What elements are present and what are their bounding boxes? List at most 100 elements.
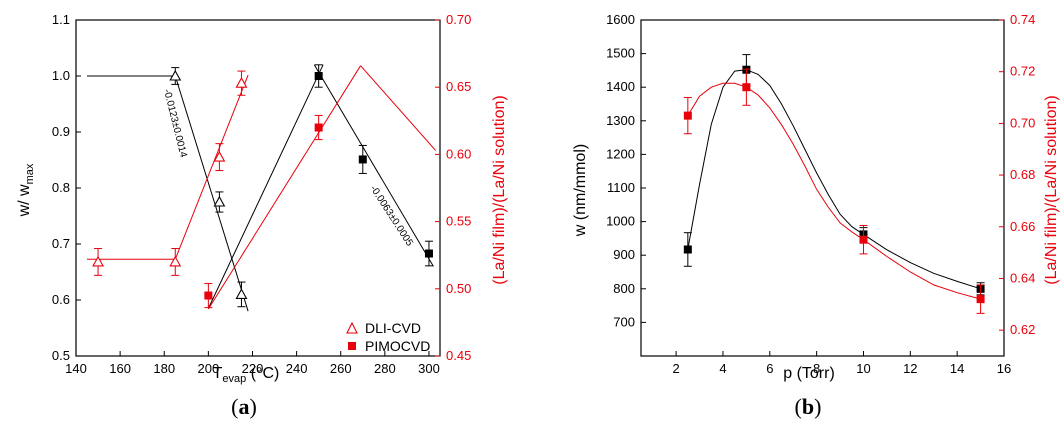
y-axis-ticks: 700 800 900 1000 1100 1200 1300 1400 1500 1600 [606,12,646,329]
fit-line [360,65,436,151]
plot-frame [640,19,1005,357]
y2-axis-ticks: 0.62 0.64 0.66 0.68 0.70 0.72 0.74 [999,12,1035,337]
x-tick-label: 300 [418,361,440,376]
fit-line [207,64,324,309]
y-tick-label: 1100 [607,180,635,195]
data-point [683,111,692,120]
legend-label-dli-cvd: DLI-CVD [365,320,421,336]
y-axis-label: w (nm/mmol) [572,144,589,237]
fit-line [207,65,362,310]
y-tick-label: 0.8 [52,180,70,195]
x-tick-label: 14 [950,361,964,376]
x-axis-ticks: 2 4 6 8 10 12 14 16 [673,351,1011,376]
x-axis-label: Tevap (°C) [213,365,280,385]
y-tick-label: 1500 [606,46,635,61]
y-tick-label: 1000 [606,214,635,229]
data-point [976,295,985,304]
x-tick-label: 180 [153,361,175,376]
y2-axis-label: (La/Ni film)/(La/Ni solution) [491,95,508,284]
data-point [683,245,692,254]
legend-marker-pimocvd [348,342,356,350]
data-point [742,83,751,92]
slope-annotation-dli: -0.0123±0.0014 [161,88,189,159]
panel-b: 2 4 6 8 10 12 14 16 700 800 900 1000 1100 1200 1300 14… [572,12,1060,419]
y-tick-label: 1.0 [52,68,70,83]
y-tick-label: 0.9 [52,124,70,139]
legend: DLI-CVD PIMOCVD [346,320,430,354]
panel-a: 140 160 180 200 220 240 260 280 300 0.5 0.6 0.7 0.8… [16,12,508,419]
y2-tick-label: 0.55 [446,214,471,229]
data-point [235,77,248,88]
x-tick-label: 280 [374,361,396,376]
x-tick-label: 240 [286,361,308,376]
y2-tick-label: 0.50 [446,281,471,296]
y-tick-label: 800 [613,281,635,296]
y2-tick-label: 0.64 [1010,270,1035,285]
legend-label-pimocvd: PIMOCVD [365,338,430,354]
x-tick-label: 140 [65,361,87,376]
y-tick-label: 1.1 [52,12,70,27]
y-tick-label: 0.5 [52,348,70,363]
y-tick-label: 1200 [606,146,635,161]
fit-lines [87,64,436,312]
y2-tick-label: 0.70 [446,12,471,27]
y2-tick-label: 0.60 [446,146,471,161]
fit-line [687,82,981,300]
y2-tick-label: 0.66 [1010,219,1035,234]
x-tick-label: 10 [856,361,870,376]
y2-tick-label: 0.65 [446,79,471,94]
data-point [204,291,213,300]
y-tick-label: 1300 [606,113,635,128]
y2-tick-label: 0.68 [1010,167,1035,182]
x-tick-label: 8 [813,361,820,376]
y2-tick-label: 0.70 [1010,115,1035,130]
y2-tick-label: 0.74 [1010,12,1035,27]
x-tick-label: 160 [109,361,131,376]
x-tick-label: 4 [719,361,726,376]
x-tick-label: 220 [242,361,264,376]
legend-marker-dli-cvd [346,321,358,334]
data-point [314,123,323,132]
fit-lines [687,69,981,300]
y2-tick-label: 0.62 [1010,322,1035,337]
panel-label-b: (b) [795,394,822,419]
panel-label-a: (a) [231,394,257,419]
x-tick-label: 260 [330,361,352,376]
data-point [92,255,104,267]
fit-line [174,74,249,260]
y-tick-label: 1600 [606,12,635,27]
fit-line [313,64,434,267]
y-tick-label: 0.6 [52,292,70,307]
data-point [358,155,367,164]
fit-line [687,69,981,290]
data-point [169,255,182,267]
x-tick-label: 200 [198,361,220,376]
data-point [213,150,226,162]
y2-axis-label: (La/Ni film)/(La/Ni solution) [1043,95,1060,284]
x-axis-ticks: 140 160 180 200 220 240 260 280 300 [65,351,440,376]
x-tick-label: 12 [903,361,917,376]
y-tick-label: 0.7 [52,236,70,251]
data-point [859,235,868,244]
x-tick-label: 16 [997,361,1011,376]
x-tick-label: 6 [766,361,773,376]
fit-line [174,75,249,312]
slope-annotation-pimocvd-label: -0.0063±0.0005 [367,184,415,249]
y-tick-label: 700 [613,314,635,329]
y-axis-label: w/ wmax [16,163,36,217]
y2-tick-label: 0.72 [1010,64,1035,79]
y-tick-label: 1400 [606,79,635,94]
data-markers [92,64,433,309]
y2-axis-ticks: 0.45 0.50 0.55 0.60 0.65 0.70 [435,12,471,363]
y-axis-ticks: 0.5 0.6 0.7 0.8 0.9 1.0 1.1 [52,12,81,363]
data-point [235,288,248,299]
data-point [169,69,182,81]
y-tick-label: 900 [613,247,635,262]
x-tick-label: 2 [673,361,680,376]
data-point [213,195,226,207]
y2-tick-label: 0.45 [446,348,471,363]
plot-frame [75,19,441,357]
data-markers [683,54,985,314]
data-point [424,249,433,258]
